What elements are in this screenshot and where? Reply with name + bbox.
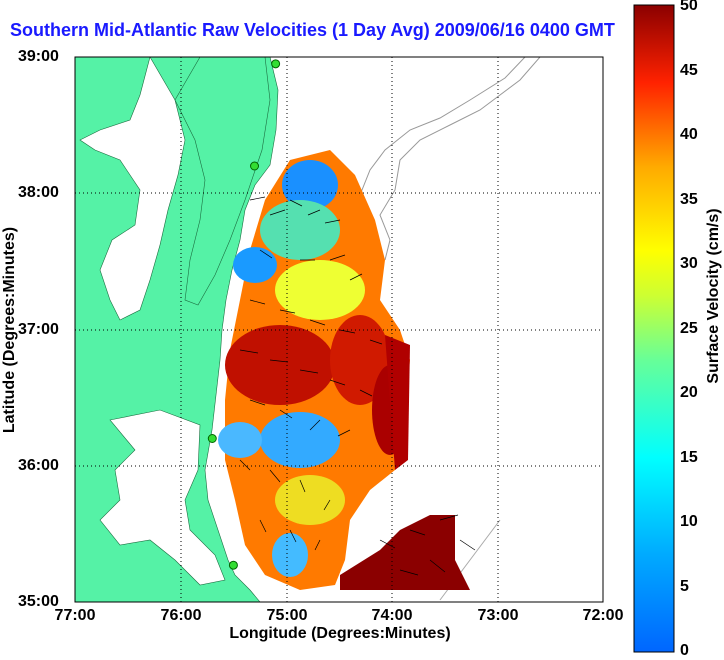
y-tick-label: 38:00 bbox=[18, 184, 59, 201]
x-axis-label: Longitude (Degrees:Minutes) bbox=[229, 625, 451, 642]
velocity-vectors bbox=[239, 196, 476, 576]
colorbar-tick: 30 bbox=[680, 255, 698, 272]
colorbar-tick: 40 bbox=[680, 126, 698, 143]
x-tick-label: 74:00 bbox=[371, 607, 413, 624]
y-tick-label: 36:00 bbox=[18, 457, 59, 474]
colorbar-tick: 50 bbox=[680, 0, 698, 14]
station-marker bbox=[207, 434, 217, 443]
y-tick-label: 39:00 bbox=[18, 48, 59, 65]
chesapeake-bay bbox=[79, 57, 186, 321]
velocity-field bbox=[218, 150, 470, 590]
colorbar-tick: 15 bbox=[680, 449, 698, 466]
grid bbox=[75, 57, 603, 602]
colorbar bbox=[633, 4, 675, 653]
colorbar-tick: 5 bbox=[680, 578, 689, 595]
colorbar-tick: 35 bbox=[680, 191, 698, 208]
pamlico-sound bbox=[99, 409, 226, 586]
bathymetry-contour-2 bbox=[359, 57, 526, 196]
plot-title: Southern Mid-Atlantic Raw Velocities (1 … bbox=[10, 20, 615, 40]
colorbar-tick: 45 bbox=[680, 62, 698, 79]
bathymetry-contour bbox=[379, 57, 541, 261]
colorbar-label: Surface Velocity (cm/s) bbox=[705, 208, 722, 384]
station-marker bbox=[250, 161, 260, 171]
radar-stations bbox=[207, 59, 281, 570]
x-tick-label: 72:00 bbox=[582, 607, 624, 624]
axes-frame bbox=[74, 56, 604, 603]
colorbar-tick: 0 bbox=[680, 642, 689, 659]
y-tick-label: 37:00 bbox=[18, 321, 59, 338]
colorbar-tick: 25 bbox=[680, 320, 698, 337]
colorbar-tick: 10 bbox=[680, 513, 698, 530]
x-tick-label: 76:00 bbox=[160, 607, 202, 624]
y-axis-label: Latitude (Degrees:Minutes) bbox=[1, 226, 18, 434]
station-marker bbox=[228, 560, 238, 570]
x-tick-label: 77:00 bbox=[54, 607, 96, 624]
station-marker bbox=[271, 59, 281, 69]
x-tick-label: 73:00 bbox=[477, 607, 519, 624]
y-tick-label: 35:00 bbox=[18, 593, 59, 610]
x-tick-label: 75:00 bbox=[266, 607, 308, 624]
colorbar-tick: 20 bbox=[680, 384, 698, 401]
